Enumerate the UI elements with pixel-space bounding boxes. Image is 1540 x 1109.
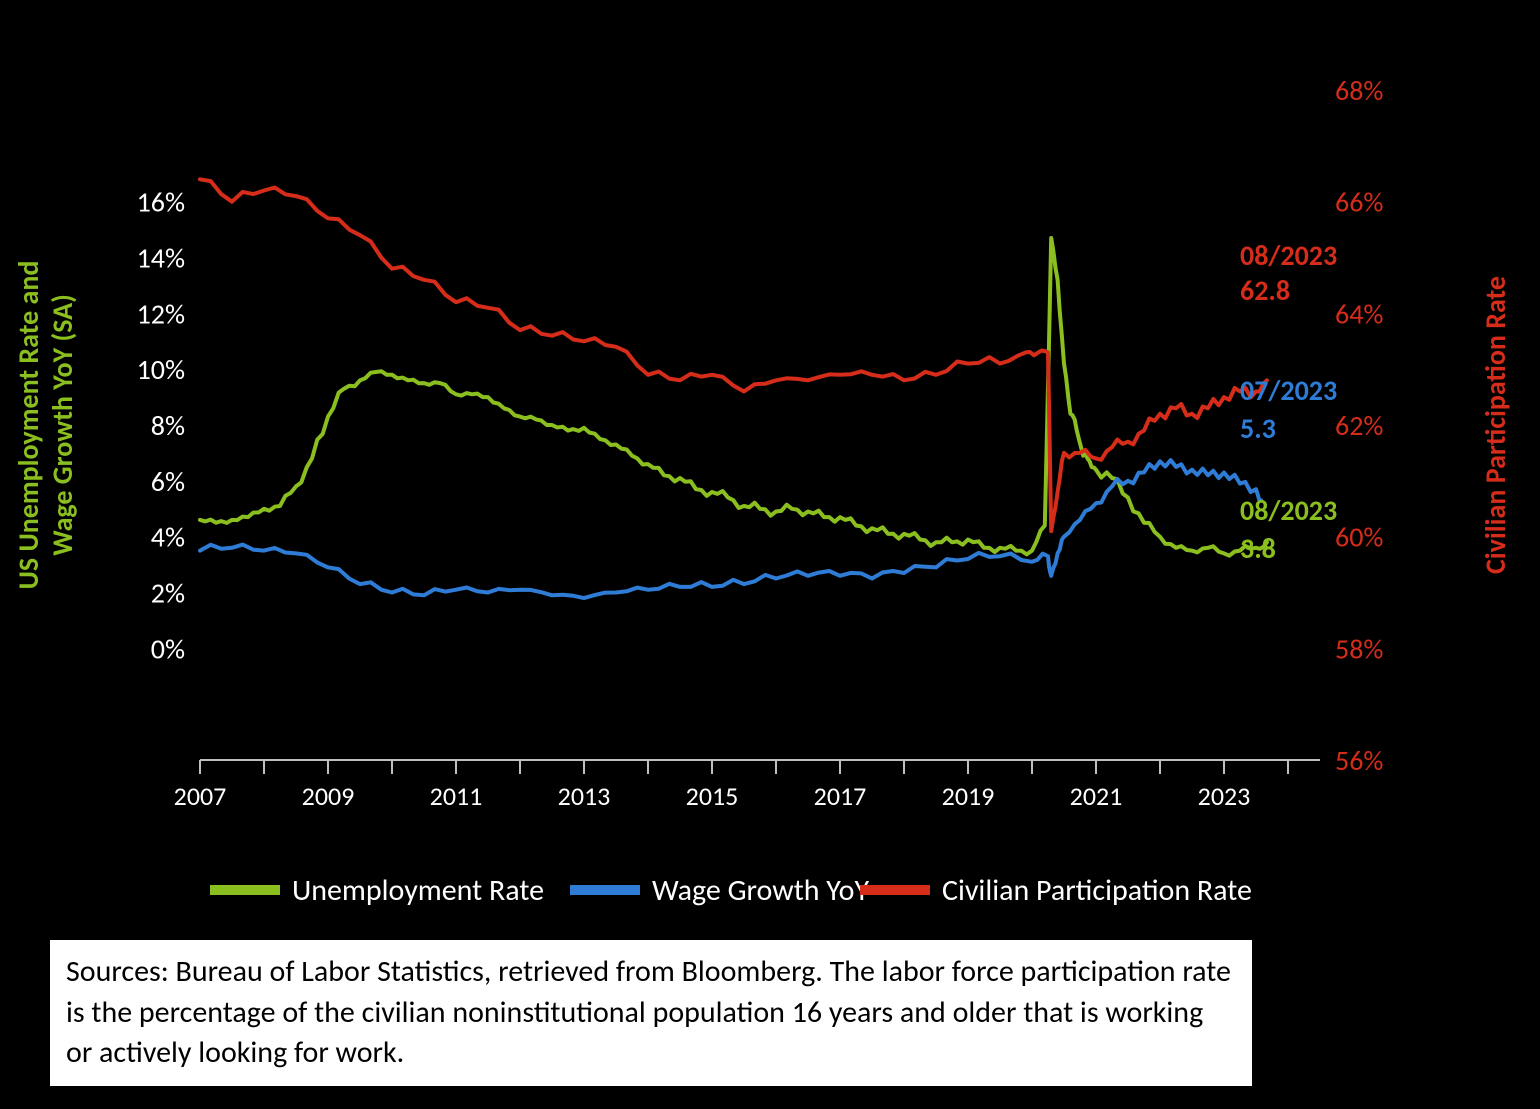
legend-label: Wage Growth YoY [652,872,870,909]
legend-label: Civilian Participation Rate [942,872,1252,909]
series-line [200,238,1267,556]
x-tick-label: 2013 [558,780,611,812]
y-left-tick: 8% [151,408,185,443]
legend-swatch [210,885,280,895]
y-right-tick: 56% [1335,743,1383,778]
y-left-tick: 0% [151,631,185,666]
annotation-value: 5.3 [1240,411,1276,446]
series-line [200,179,1267,531]
annotation-value: 62.8 [1240,273,1290,308]
y-left-tick: 12% [137,296,185,331]
y-right-axis-label: Civilian Participation Rate [1478,276,1513,574]
x-tick-label: 2015 [686,780,739,812]
annotation-date: 07/2023 [1240,373,1337,408]
x-tick-label: 2019 [942,780,995,812]
legend-swatch [570,885,640,895]
y-right-tick: 60% [1335,520,1383,555]
y-left-tick: 2% [151,576,185,611]
x-tick-label: 2023 [1198,780,1251,812]
annotation-value: 3.8 [1240,531,1276,566]
series-line [200,460,1261,598]
y-right-tick: 58% [1335,631,1383,666]
y-right-tick: 68% [1335,73,1383,108]
y-left-tick: 4% [151,520,185,555]
annotation-date: 08/2023 [1240,238,1337,273]
x-tick-label: 2011 [430,780,483,812]
y-left-tick: 16% [137,185,185,220]
y-left-tick: 10% [137,352,185,387]
y-right-tick: 66% [1335,185,1383,220]
y-left-axis-label: US Unemployment Rate and [11,261,46,590]
x-tick-label: 2007 [174,780,227,812]
legend-swatch [860,885,930,895]
x-tick-label: 2021 [1070,780,1123,812]
y-left-tick: 6% [151,464,185,499]
x-tick-label: 2017 [814,780,867,812]
chart-stage: 0% 2% 4% 6% 8% 10% 12% 14% 16% 56% 58% 60% 62% 64% 66%… [0,0,1540,1109]
y-right-tick: 62% [1335,408,1383,443]
legend-label: Unemployment Rate [292,872,544,909]
y-left-tick: 14% [137,241,185,276]
annotation-date: 08/2023 [1240,493,1337,528]
x-tick-label: 2009 [302,780,355,812]
y-right-tick: 64% [1335,296,1383,331]
caption-text: Sources: Bureau of Labor Statistics, ret… [66,953,1231,1071]
caption-box: Sources: Bureau of Labor Statistics, ret… [50,940,1252,1086]
y-left-axis-label: Wage Growth YoY (SA) [45,294,80,556]
